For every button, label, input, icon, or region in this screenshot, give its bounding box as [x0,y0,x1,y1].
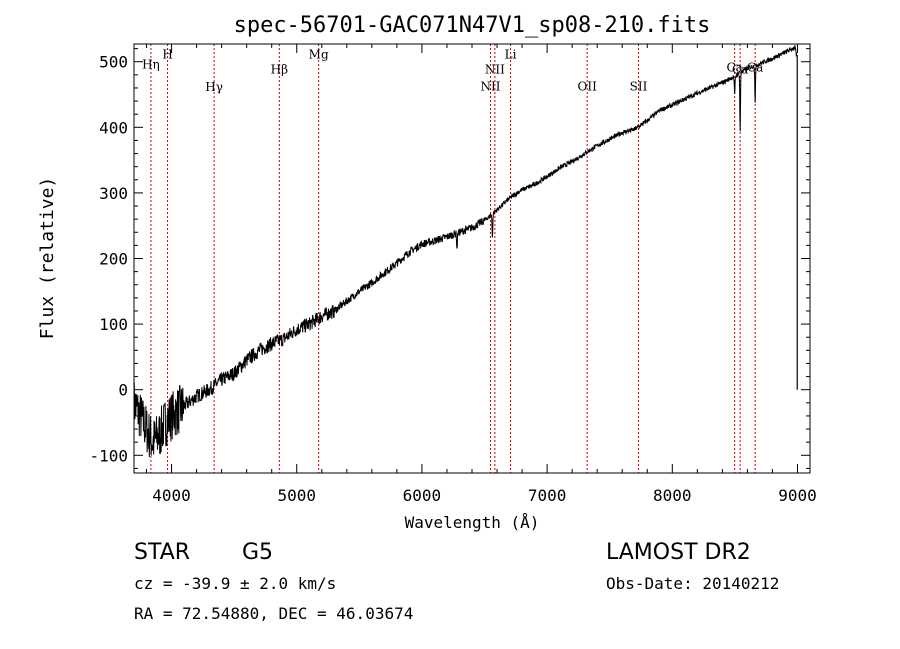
line-marker-label: NII [485,63,505,77]
line-marker-label: Hη [142,57,160,71]
y-tick-label: 300 [99,184,128,203]
x-tick-label: 8000 [653,486,692,505]
x-axis: 4000 5000 6000 7000 8000 9000 [146,44,817,505]
line-marker-label: Ca [726,61,742,75]
line-marker-label: Hβ [271,63,288,77]
observation-date: Obs-Date: 20140212 [606,574,780,593]
flux-line [133,45,798,458]
y-tick-label: 200 [99,250,128,269]
y-tick-label: 100 [99,315,128,334]
line-marker-label: H [162,47,172,61]
survey-name: LAMOST DR2 [606,540,751,565]
y-tick-label: -100 [89,446,128,465]
line-marker-label: OII [578,80,598,94]
redshift-readout: cz = -39.9 ± 2.0 km/s [134,574,337,593]
y-tick-label: 0 [118,381,128,400]
flux-series [133,45,798,458]
x-axis-label: Wavelength (Å) [405,513,540,532]
line-marker-label: NII [481,80,501,94]
line-marker-label: Ca [732,63,748,77]
chart-title: spec-56701-GAC071N47V1_sp08-210.fits [234,13,711,38]
line-marker-label: SII [630,80,648,94]
spectral-subclass: G5 [242,540,274,565]
y-axis-label: Flux (relative) [37,177,58,340]
line-marker-label: Mg [309,47,329,61]
plot-frame [133,43,811,474]
x-tick-label: 9000 [778,486,817,505]
x-tick-label: 4000 [152,486,191,505]
y-tick-label: 500 [99,53,128,72]
x-tick-label: 7000 [528,486,567,505]
object-type: STAR [134,540,191,565]
y-tick-label: 400 [99,118,128,137]
line-marker-label: Hγ [205,80,223,94]
line-marker-label: Li [505,47,517,61]
x-tick-label: 5000 [277,486,316,505]
coordinates-readout: RA = 72.54880, DEC = 46.03674 [134,604,414,623]
x-tick-label: 6000 [403,486,442,505]
y-axis: -100 0 100 200 300 400 500 [89,48,810,469]
